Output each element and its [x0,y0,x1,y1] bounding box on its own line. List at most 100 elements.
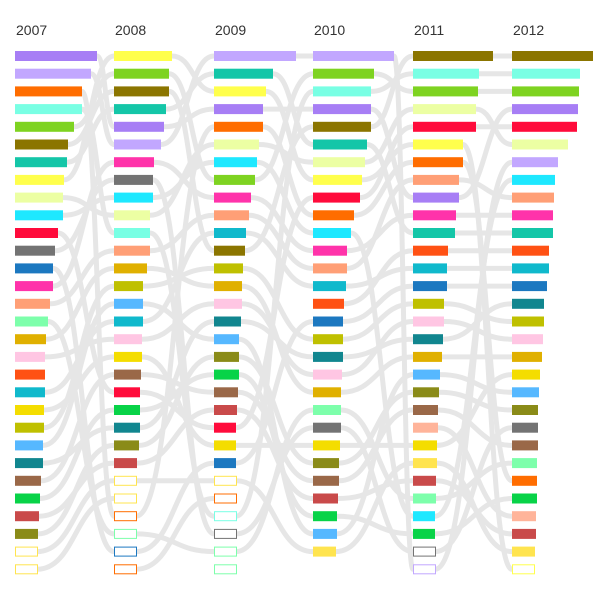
bar-2011-rank-2 [413,68,479,79]
bar-2008-rank-2 [114,68,169,79]
bar-2007-rank-26 [15,493,40,504]
bar-2007-rank-2 [15,68,91,79]
connector-2010-to-2011 [334,513,416,537]
bar-2008-rank-6 [114,139,161,150]
bar-2012-rank-18 [512,351,542,362]
connector-2007-to-2008 [88,71,117,147]
connector-2011-to-2012 [436,389,515,413]
bar-2011-rank-30 [413,564,436,575]
connector-2007-to-2008 [61,53,117,183]
connector-2010-to-2011 [340,301,416,342]
bar-2009-rank-1 [214,51,296,61]
bar-2009-rank-10 [214,210,249,221]
year-label-2012: 2012 [513,22,544,38]
bar-2011-rank-19 [413,369,440,380]
connector-2007-to-2008 [35,442,117,537]
connector-2010-to-2011 [344,212,416,254]
bar-2009-rank-18 [214,351,239,362]
bar-2010-rank-20 [313,387,341,398]
bar-2012-rank-1 [512,51,593,61]
bar-2009-rank-27 [214,511,237,522]
bar-2012-rank-27 [512,511,536,522]
bar-2010-rank-26 [313,493,338,504]
bar-2010-rank-25 [313,475,339,486]
bar-2007-rank-21 [15,405,44,415]
connector-2010-to-2011 [339,319,416,378]
connector-2011-to-2012 [432,159,515,572]
bar-2012-rank-11 [512,228,553,238]
bar-2012-rank-15 [512,298,544,309]
bar-2009-rank-20 [214,387,238,398]
connector-2011-to-2012 [456,106,515,201]
bar-2007-rank-12 [15,245,55,256]
bar-2011-rank-9 [413,192,459,203]
bar-2008-rank-25 [114,475,137,486]
bar-2008-rank-10 [114,210,150,221]
bar-2012-rank-19 [512,369,540,380]
bar-2008-rank-29 [114,546,137,557]
bar-2010-rank-14 [313,281,346,292]
year-label-layer: 2007 2008 2009 2010 2011 2012 [16,22,544,38]
connector-2011-to-2012 [433,478,515,537]
bar-2011-rank-11 [413,228,455,238]
bar-2009-rank-22 [214,422,236,433]
connector-2008-to-2009 [134,407,217,466]
bar-2011-rank-5 [413,121,476,132]
connector-2009-to-2010 [252,71,316,183]
bar-2011-rank-6 [413,139,463,150]
connector-2008-to-2009 [147,142,217,218]
bar-2009-rank-24 [214,458,236,469]
bar-2012-rank-30 [512,564,535,575]
bar-2012-rank-22 [512,422,538,433]
connector-2007-to-2008 [34,478,117,555]
connector-layer [34,53,515,572]
bar-2012-rank-2 [512,68,580,79]
connector-2007-to-2008 [41,283,117,431]
bar-2009-rank-6 [214,139,259,150]
bar-2008-rank-11 [114,228,150,238]
connector-2010-to-2011 [340,283,416,324]
bar-2010-rank-19 [313,369,342,380]
bar-2007-rank-6 [15,139,68,150]
year-label-2007: 2007 [16,22,47,38]
connector-2009-to-2010 [233,88,316,519]
bar-2009-rank-17 [214,334,239,345]
bar-2009-rank-4 [214,104,263,115]
connector-2009-to-2010 [256,142,316,165]
bar-2011-rank-21 [413,405,438,415]
bar-2008-rank-26 [114,493,137,504]
bar-2012-rank-9 [512,192,554,203]
bar-2011-rank-17 [413,334,443,345]
bar-2010-rank-23 [313,440,340,451]
bar-2010-rank-12 [313,245,347,256]
bar-2008-rank-28 [114,528,137,539]
connector-2010-to-2011 [357,124,416,201]
connector-2007-to-2008 [34,496,117,572]
connector-2008-to-2009 [137,372,217,413]
connector-2010-to-2011 [341,248,416,307]
bar-2010-rank-24 [313,458,339,469]
bar-2010-rank-18 [313,351,343,362]
bar-2008-rank-14 [114,281,143,292]
bar-2009-rank-26 [214,493,237,504]
bar-2009-rank-19 [214,369,239,380]
bar-2010-rank-29 [313,546,336,557]
bar-2011-rank-20 [413,387,439,398]
bar-2012-rank-25 [512,475,537,486]
bar-2012-rank-8 [512,174,555,185]
connector-2010-to-2011 [364,142,416,236]
connector-2009-to-2010 [263,88,316,183]
bar-2011-rank-13 [413,263,447,274]
bar-2009-rank-28 [214,528,237,539]
connector-2010-to-2011 [368,53,416,130]
bar-2012-rank-24 [512,458,537,469]
bar-2012-rank-29 [512,546,535,557]
bar-2012-rank-21 [512,405,538,415]
connector-2007-to-2008 [43,265,117,342]
bar-2009-rank-16 [214,316,241,327]
bar-2008-rank-8 [114,174,153,185]
bar-2011-rank-3 [413,86,478,97]
bar-2008-rank-27 [114,511,137,522]
connector-2008-to-2009 [138,372,217,395]
